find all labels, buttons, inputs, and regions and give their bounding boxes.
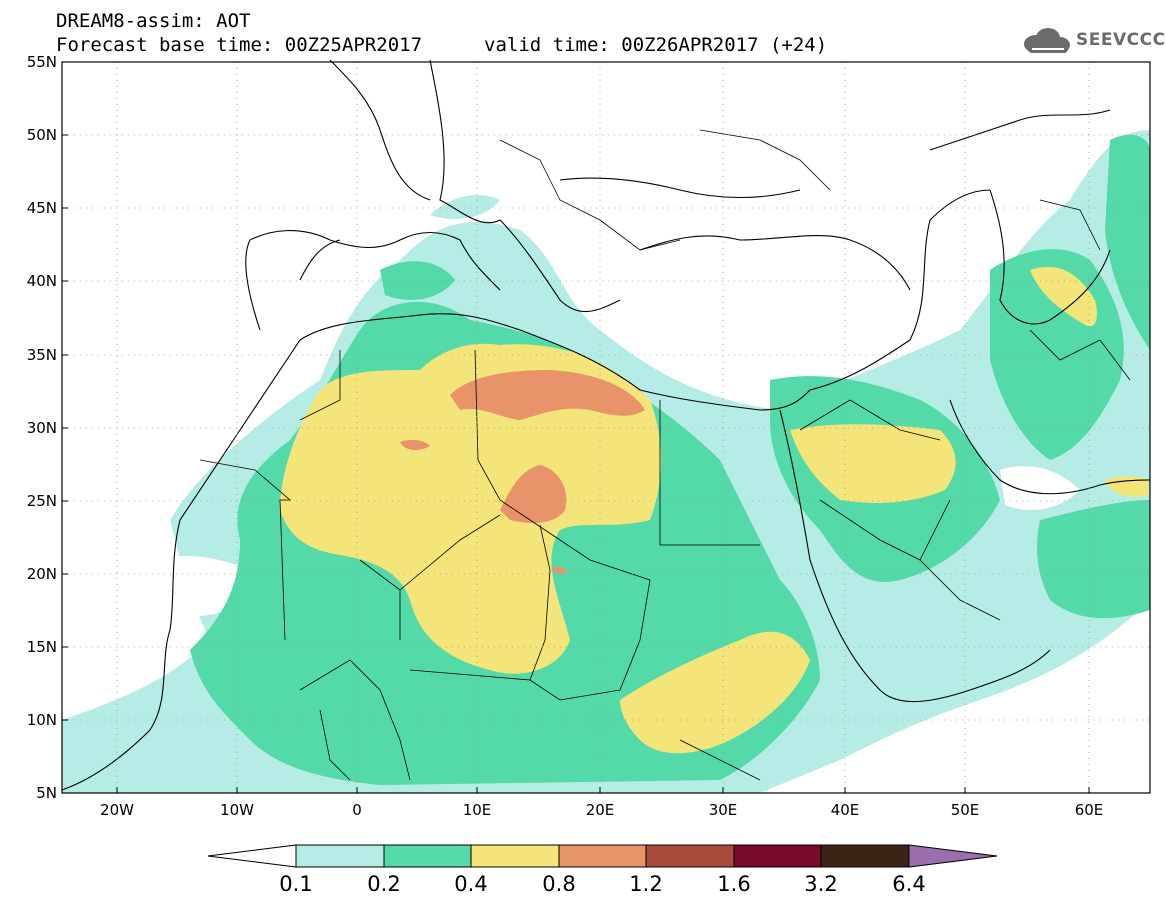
colorbar-label: 3.2 — [804, 872, 838, 896]
lon-label-60e: 60E — [1075, 801, 1104, 819]
axis-ticks — [62, 61, 1090, 793]
colorbar-bin-1 — [383, 844, 472, 868]
lon-label-20w: 20W — [100, 801, 134, 819]
map-title: DREAM8-assim: AOT — [56, 10, 251, 32]
cloud-icon — [1024, 28, 1070, 53]
colorbar-label: 6.4 — [892, 872, 926, 896]
lon-label-20e: 20E — [586, 801, 615, 819]
lat-label-30n: 30N — [27, 419, 57, 437]
valid-time: valid time: 00Z26APR2017 (+24) — [484, 34, 828, 56]
lat-label-10n: 10N — [27, 711, 57, 729]
lat-label-40n: 40N — [27, 272, 57, 290]
colorbar-bin-5 — [733, 844, 822, 868]
lon-label-10e: 10E — [463, 801, 492, 819]
lat-label-15n: 15N — [27, 638, 57, 656]
colorbar-bin-0 — [295, 844, 385, 868]
lon-label-50e: 50E — [951, 801, 980, 819]
lat-label-50n: 50N — [27, 126, 57, 144]
country-borders — [199, 129, 1131, 781]
aot-field-04-08 — [280, 266, 1148, 754]
logo-text: SEEVCCC — [1076, 30, 1165, 50]
colorbar — [207, 844, 998, 868]
seevccc-logo: SEEVCCC — [1018, 24, 1165, 58]
lat-label-25n: 25N — [27, 492, 57, 510]
colorbar-below-arrow — [207, 844, 297, 868]
lon-label-40e: 40E — [831, 801, 860, 819]
colorbar-label: 0.4 — [454, 872, 488, 896]
lon-label-30e: 30E — [709, 801, 738, 819]
lat-label-35n: 35N — [27, 346, 57, 364]
colorbar-label: 0.2 — [367, 872, 401, 896]
colorbar-bin-6 — [820, 844, 910, 868]
colorbar-label: 1.2 — [629, 872, 663, 896]
lon-label-0: 0 — [352, 801, 362, 819]
coastlines — [61, 59, 1151, 791]
colorbar-above-arrow — [908, 844, 998, 868]
lat-label-5n: 5N — [36, 784, 57, 802]
lat-label-55n: 55N — [27, 53, 57, 71]
lat-label-45n: 45N — [27, 199, 57, 217]
colorbar-bin-3 — [558, 844, 647, 868]
graticule — [62, 62, 1150, 793]
colorbar-label: 1.6 — [717, 872, 751, 896]
colorbar-label: 0.8 — [542, 872, 576, 896]
colorbar-label: 0.1 — [279, 872, 313, 896]
colorbar-bin-2 — [470, 844, 560, 868]
colorbar-bin-4 — [645, 844, 735, 868]
aot-field-08-12 — [400, 370, 645, 574]
forecast-base-time: Forecast base time: 00Z25APR2017 — [56, 34, 423, 56]
lon-label-10w: 10W — [220, 801, 254, 819]
lat-label-20n: 20N — [27, 565, 57, 583]
